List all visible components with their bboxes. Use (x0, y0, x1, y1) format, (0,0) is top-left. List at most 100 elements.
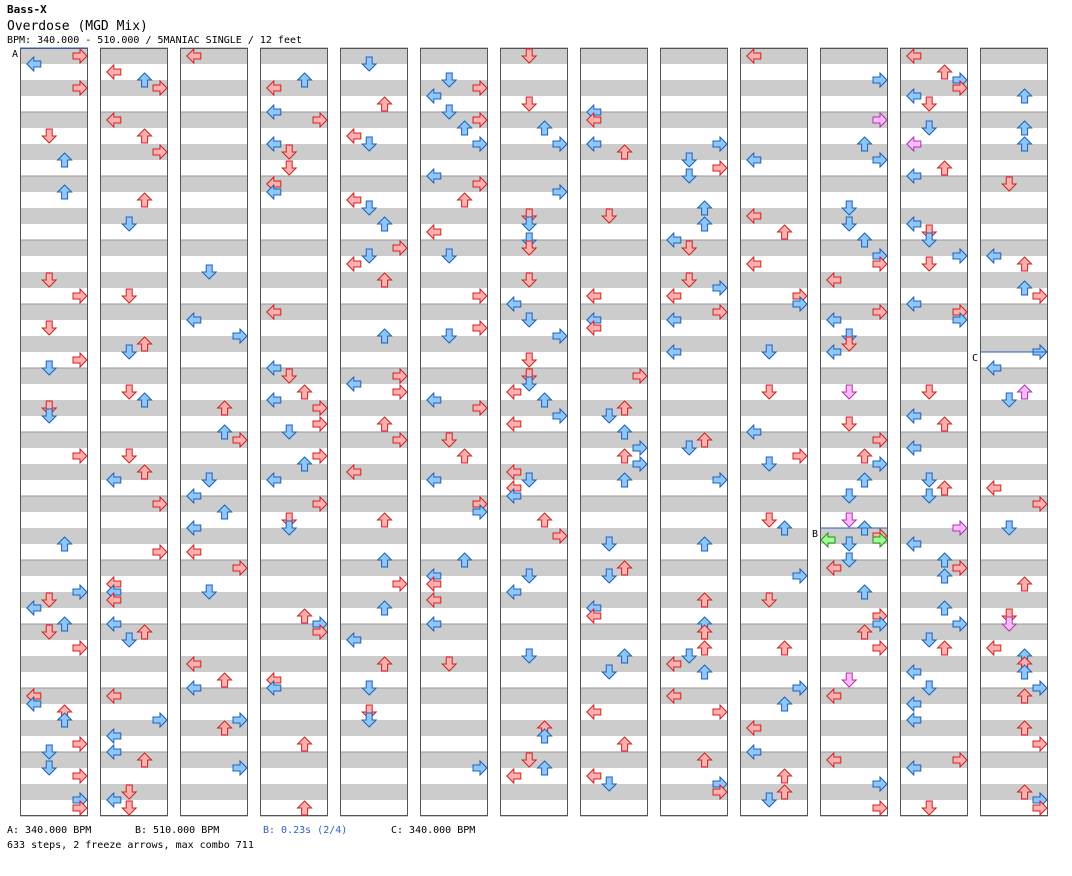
beat-stripe (340, 368, 408, 384)
step-arrow-down (280, 144, 298, 160)
beat-stripe (820, 80, 888, 96)
step-arrow-up (696, 432, 713, 448)
beat-stripe (660, 496, 728, 512)
step-arrow-right (472, 175, 488, 193)
step-arrow-up (856, 136, 873, 152)
beat-stripe (580, 336, 648, 352)
step-arrow-left (266, 103, 282, 121)
beat-stripe (20, 304, 88, 320)
step-arrow-right (952, 79, 968, 97)
beat-stripe (100, 144, 168, 160)
beat-stripe (340, 752, 408, 768)
step-arrow-up (376, 552, 393, 568)
step-arrow-up (376, 600, 393, 616)
beat-stripe (260, 752, 328, 768)
beat-stripe (500, 176, 568, 192)
step-arrow-up (1016, 120, 1033, 136)
beat-stripe (260, 688, 328, 704)
beat-stripe (340, 400, 408, 416)
beat-stripe (260, 336, 328, 352)
step-arrow-down (520, 272, 538, 288)
beat-stripe (900, 432, 968, 448)
step-arrow-right (1032, 495, 1048, 513)
step-arrow-left (346, 191, 362, 209)
step-arrow-right (72, 351, 88, 369)
step-arrow-left (506, 415, 522, 433)
step-arrow-right (392, 575, 408, 593)
beat-stripe (820, 752, 888, 768)
beat-stripe (180, 464, 248, 480)
step-arrow-left (746, 151, 762, 169)
step-arrow-right (72, 767, 88, 785)
step-arrow-up (696, 664, 713, 680)
step-arrow-up (1016, 688, 1033, 704)
step-arrow-left (26, 599, 42, 617)
column-border (900, 48, 968, 816)
step-arrow-down (360, 680, 378, 696)
step-arrow-down (760, 592, 778, 608)
beat-stripe (660, 528, 728, 544)
step-arrow-left (666, 311, 682, 329)
step-arrow-right (72, 47, 88, 65)
step-arrow-right (72, 583, 88, 601)
step-arrow-up (936, 160, 953, 176)
step-arrow-right (952, 615, 968, 633)
step-arrow-right (312, 111, 328, 129)
beat-stripe (500, 496, 568, 512)
step-arrow-up (136, 128, 153, 144)
step-arrow-left (586, 111, 602, 129)
beat-stripe (100, 720, 168, 736)
beat-stripe (500, 720, 568, 736)
step-arrow-down (40, 272, 58, 288)
beat-stripe (740, 400, 808, 416)
beat-stripe (500, 432, 568, 448)
step-arrow-right (72, 287, 88, 305)
step-arrow-down (520, 648, 538, 664)
beat-stripe (340, 784, 408, 800)
step-arrow-down (520, 48, 538, 64)
step-arrow-left (266, 359, 282, 377)
step-arrow-left (426, 471, 442, 489)
beat-stripe (580, 368, 648, 384)
step-arrow-left (346, 127, 362, 145)
step-arrow-left (746, 207, 762, 225)
bpm-meta-line: BPM: 340.000 - 510.000 / 5MANIAC SINGLE … (7, 35, 303, 46)
beat-stripe (420, 48, 488, 64)
bpm-marker-label: C (972, 353, 978, 364)
column-border (660, 48, 728, 816)
step-arrow-left (506, 487, 522, 505)
step-arrow-left (986, 247, 1002, 265)
step-arrow-left (506, 295, 522, 313)
beat-stripe (180, 144, 248, 160)
step-arrow-down (520, 312, 538, 328)
beat-stripe (420, 720, 488, 736)
beat-stripe (180, 48, 248, 64)
step-arrow-up (1016, 664, 1033, 680)
beat-stripe (180, 688, 248, 704)
step-arrow-down (440, 432, 458, 448)
beat-stripe (980, 272, 1048, 288)
beat-stripe (420, 80, 488, 96)
beat-stripe (260, 560, 328, 576)
beat-stripe (820, 176, 888, 192)
beat-stripe (900, 400, 968, 416)
beat-stripe (900, 336, 968, 352)
beat-stripe (20, 720, 88, 736)
step-arrow-down (920, 632, 938, 648)
beat-stripe (820, 528, 888, 544)
beat-stripe (820, 688, 888, 704)
beat-stripe (660, 720, 728, 736)
step-arrow-down (120, 800, 138, 816)
step-arrow-up (616, 736, 633, 752)
beat-stripe (420, 176, 488, 192)
step-arrow-down (920, 96, 938, 112)
step-arrow-down (120, 288, 138, 304)
beat-stripe (980, 720, 1048, 736)
step-arrow-up (696, 200, 713, 216)
beat-stripe (820, 112, 888, 128)
beat-stripe (900, 528, 968, 544)
beat-stripe (900, 496, 968, 512)
beat-stripe (580, 112, 648, 128)
artist-name: Bass-X (7, 3, 47, 16)
beat-stripe (340, 272, 408, 288)
